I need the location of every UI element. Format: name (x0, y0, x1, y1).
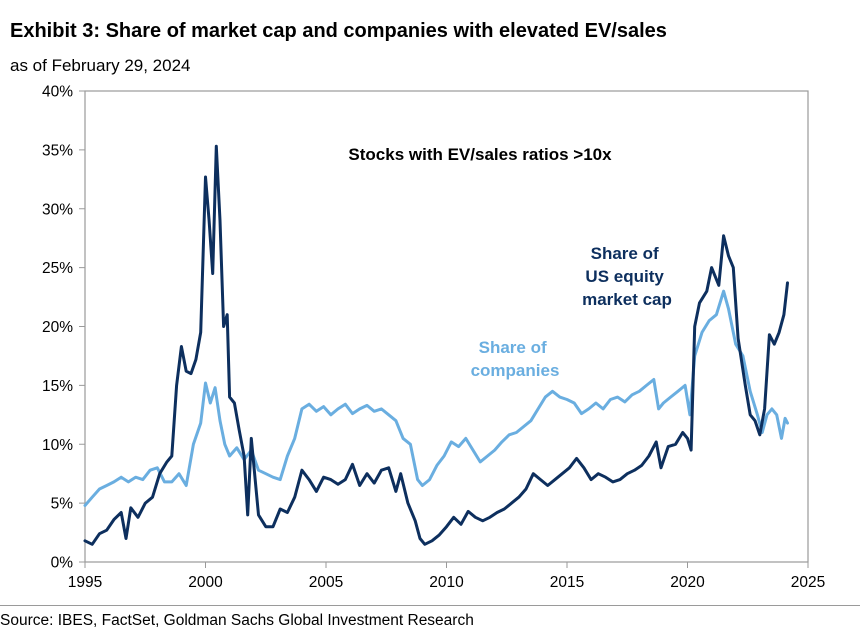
y-tick-label: 15% (42, 378, 73, 395)
series-label-companies: Share of companies (471, 338, 560, 380)
y-tick-label: 10% (42, 437, 73, 454)
series-label-market-cap: Share of US equity market cap (582, 244, 672, 309)
y-tick-label: 5% (51, 496, 74, 513)
source-note: Source: IBES, FactSet, Goldman Sachs Glo… (0, 612, 474, 629)
line-chart: 0% 5% 10% 15% 20% 25% 30% 35% 40% 1995 2000 2005 201… (42, 84, 825, 592)
series-line-companies (83, 289, 789, 507)
y-tick-label: 0% (51, 555, 74, 572)
series-label-companies-line-2: companies (471, 361, 560, 380)
x-tick-label: 2020 (670, 574, 705, 591)
series-label-companies-line-1: Share of (479, 338, 547, 357)
x-tick-label: 2025 (791, 574, 825, 591)
y-tick-label: 20% (42, 319, 73, 336)
series-label-market-cap-line-3: market cap (582, 290, 672, 309)
x-tick-label: 2010 (429, 574, 464, 591)
chart-subtitle: as of February 29, 2024 (10, 56, 191, 75)
plot-annotation-title: Stocks with EV/sales ratios >10x (348, 145, 612, 164)
y-tick-label: 25% (42, 260, 73, 277)
x-tick-label: 2000 (188, 574, 223, 591)
x-tick-label: 2005 (309, 574, 343, 591)
series-label-market-cap-line-1: Share of (591, 244, 659, 263)
y-tick-label: 35% (42, 142, 73, 159)
series-line-market-cap (83, 144, 789, 546)
x-tick-label: 2015 (550, 574, 584, 591)
x-tick-label: 1995 (68, 574, 102, 591)
chart-title: Exhibit 3: Share of market cap and compa… (10, 20, 667, 42)
y-tick-label: 30% (42, 201, 73, 218)
footer-divider (0, 605, 860, 606)
y-tick-label: 40% (42, 84, 73, 101)
series-label-market-cap-line-2: US equity (585, 267, 664, 286)
